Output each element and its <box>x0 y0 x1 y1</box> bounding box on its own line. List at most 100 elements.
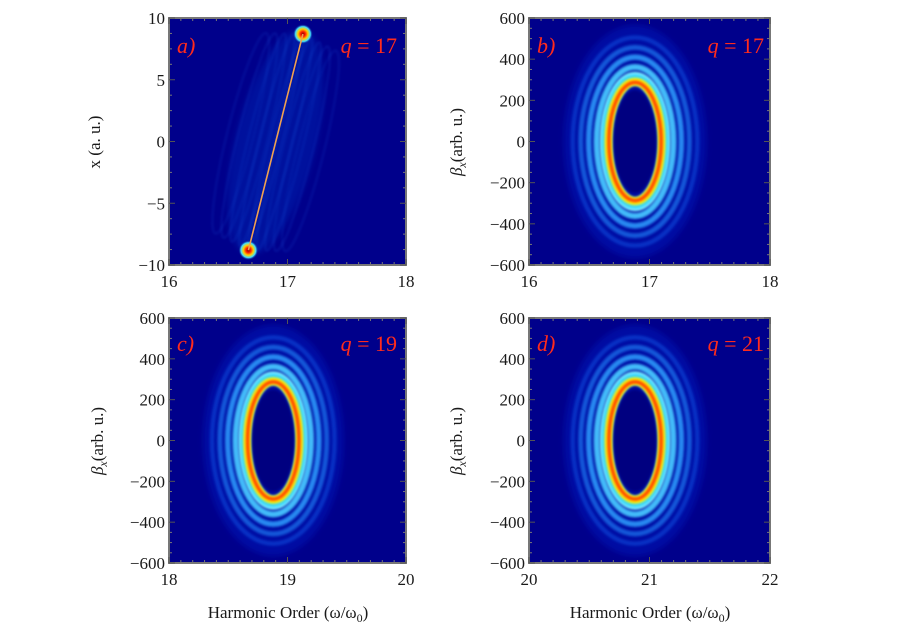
q-value: 21 <box>742 331 764 356</box>
ring-interior <box>252 389 295 492</box>
y-tick-label: 200 <box>500 91 526 110</box>
panel-tag: b) <box>537 33 555 58</box>
y-tick-label: 400 <box>500 350 526 369</box>
x-ticks: 20 21 22 <box>521 318 779 589</box>
beta-subscript: x <box>455 461 469 468</box>
beta-subscript: x <box>96 461 110 468</box>
diffraction-ring <box>232 363 315 518</box>
x-label-end: ) <box>363 603 369 622</box>
y-ticks: −600 −400 −200 0 200 400 600 <box>490 9 770 275</box>
x-ticks: 16 17 18 <box>161 18 415 291</box>
q-annotation: q = 17 <box>708 33 764 58</box>
q-annotation: q = 17 <box>341 33 397 58</box>
diffraction-ring <box>578 344 692 537</box>
y-ticks: −600 −400 −200 0 200 400 600 <box>490 309 770 573</box>
y-tick-label: 0 <box>517 432 526 451</box>
y-ticks: −10 −5 0 5 10 <box>138 9 406 275</box>
q-eq: = <box>719 33 742 58</box>
x-axis-label: Harmonic Order (ω/ω0) <box>208 603 369 625</box>
x-label-main: Harmonic Order (ω/ω <box>208 603 357 622</box>
q-eq: = <box>719 331 742 356</box>
ring-interior <box>613 90 657 193</box>
y-tick-label: 0 <box>157 432 166 451</box>
q-value: 17 <box>742 33 764 58</box>
x-tick-label: 19 <box>279 570 296 589</box>
diffraction-ring <box>570 335 700 546</box>
diffraction-ring <box>585 354 685 527</box>
beta-symbol: β <box>447 466 466 476</box>
y-tick-label: 200 <box>140 391 166 410</box>
trajectory-line <box>247 33 304 251</box>
beta-symbol: β <box>88 466 107 476</box>
x-ticks: 16 17 18 <box>521 18 779 291</box>
q-eq: = <box>352 331 375 356</box>
x-label-sub: 0 <box>357 611 363 625</box>
x-tick-label: 20 <box>398 570 415 589</box>
diffraction-ring <box>578 44 692 239</box>
plot-area <box>529 318 770 563</box>
q-eq: = <box>352 33 375 58</box>
x-label-main: Harmonic Order (ω/ω <box>570 603 719 622</box>
q-var: q <box>708 33 719 58</box>
y-tick-label: −400 <box>130 513 165 532</box>
q-annotation: q = 19 <box>341 331 397 356</box>
x-tick-label: 21 <box>641 570 658 589</box>
plot-area <box>169 318 406 563</box>
diffraction-ring <box>217 344 330 537</box>
q-value: 17 <box>375 33 397 58</box>
y-tick-label: 600 <box>500 9 526 28</box>
y-tick-label: −600 <box>490 256 525 275</box>
x-label-sub: 0 <box>719 611 725 625</box>
panel-tag: d) <box>537 331 555 356</box>
y-axis-label: βx(arb. u.) <box>447 407 469 476</box>
diffraction-ring <box>593 64 677 219</box>
diffraction-ring <box>585 54 685 229</box>
x-tick-label: 18 <box>762 272 779 291</box>
q-var: q <box>341 33 352 58</box>
y-tick-label: 400 <box>140 350 166 369</box>
diffraction-ring <box>593 363 677 518</box>
y-tick-label: 600 <box>500 309 526 328</box>
x-tick-label: 18 <box>398 272 415 291</box>
x-tick-label: 17 <box>641 272 659 291</box>
diffraction-ring <box>224 354 322 527</box>
y-tick-label: −5 <box>147 194 165 213</box>
y-tick-label: 5 <box>157 71 166 90</box>
x-axis-label: Harmonic Order (ω/ω0) <box>570 603 731 625</box>
plot-area <box>169 18 406 265</box>
y-tick-label: 10 <box>148 9 165 28</box>
main-ring-red <box>245 380 301 501</box>
y-label-rest: (arb. u.) <box>447 407 466 461</box>
q-annotation: q = 21 <box>708 331 764 356</box>
y-label-rest: (arb. u.) <box>88 407 107 461</box>
beta-subscript: x <box>455 162 469 169</box>
x-ticks: 18 19 20 <box>161 318 415 589</box>
y-axis-label: βx(arb. u.) <box>88 407 110 476</box>
panel-tag: a) <box>177 33 195 58</box>
x-tick-label: 16 <box>521 272 538 291</box>
y-tick-label: −400 <box>490 513 525 532</box>
y-label-rest: (arb. u.) <box>447 108 466 162</box>
y-tick-label: −400 <box>490 215 525 234</box>
y-tick-label: −200 <box>490 174 525 193</box>
y-tick-label: −600 <box>130 554 165 573</box>
x-label-end: ) <box>725 603 731 622</box>
x-tick-label: 16 <box>161 272 178 291</box>
x-tick-label: 17 <box>279 272 297 291</box>
q-var: q <box>341 331 352 356</box>
main-ring-red <box>607 80 663 203</box>
y-tick-label: 400 <box>500 50 526 69</box>
plot-area <box>529 18 770 265</box>
q-value: 19 <box>375 331 397 356</box>
panel-tag: c) <box>177 331 194 356</box>
y-tick-label: −200 <box>130 472 165 491</box>
diffraction-ring <box>209 335 337 546</box>
y-axis-label: βx(arb. u.) <box>447 108 469 177</box>
x-tick-label: 22 <box>762 570 779 589</box>
y-tick-label: 200 <box>500 391 526 410</box>
q-var: q <box>708 331 719 356</box>
